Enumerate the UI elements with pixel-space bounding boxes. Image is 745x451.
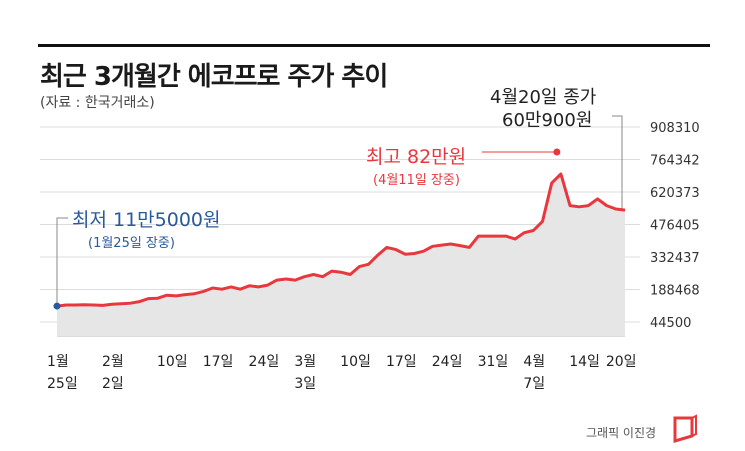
x-tick-label-jan25: 25일 bbox=[47, 376, 78, 392]
price-line bbox=[56, 172, 626, 308]
x-tick-label-mar31: 31일 bbox=[478, 354, 509, 370]
y-tick-label: 476405 bbox=[650, 219, 700, 234]
x-tick-label-jan25: 1월 bbox=[47, 354, 69, 370]
x-tick-label-feb24: 24일 bbox=[249, 354, 280, 370]
x-tick-label-feb17: 17일 bbox=[203, 354, 234, 370]
close-leader bbox=[612, 115, 623, 211]
x-tick-label-mar17: 17일 bbox=[386, 354, 417, 370]
annotation-leaders bbox=[56, 115, 623, 307]
low-label: 최저 11만5000원 bbox=[72, 209, 221, 231]
x-tick-label-mar24: 24일 bbox=[432, 354, 463, 370]
x-tick-label-mar3: 3일 bbox=[294, 376, 316, 392]
x-tick-label-feb10: 10일 bbox=[157, 354, 188, 370]
y-tick-label: 332437 bbox=[650, 251, 700, 266]
y-tick-label: 44500 bbox=[650, 316, 691, 331]
x-tick-label-mar10: 10일 bbox=[340, 354, 371, 370]
y-tick-label: 620373 bbox=[650, 186, 700, 201]
point-markers bbox=[53, 148, 561, 310]
high-label: 최고 82만원 bbox=[366, 146, 466, 168]
high-marker bbox=[553, 148, 561, 156]
y-tick-label: 908310 bbox=[650, 121, 700, 136]
low-marker bbox=[53, 302, 61, 310]
y-axis-ticks: 908310 764342 620373 476405 332437 188468 4450… bbox=[650, 121, 700, 331]
publisher-logo-icon bbox=[673, 414, 697, 444]
annotations: 최저 11만5000원 (1월25일 장중) 최고 82만원 (4월11일 장중… bbox=[72, 87, 596, 251]
low-leader bbox=[56, 217, 68, 307]
y-tick-label: 188468 bbox=[650, 284, 700, 299]
x-tick-label-apr7: 4월 bbox=[523, 354, 545, 370]
x-axis-ticks: 1월 25일 2월 2일 10일 17일 24일 3월 3일 10일 17일 24일 31일 4월 7일 14… bbox=[47, 354, 637, 392]
x-tick-label-apr7: 7일 bbox=[523, 376, 545, 392]
graphic-credit: 그래픽 이진경 bbox=[586, 426, 657, 440]
x-tick-label-apr14: 14일 bbox=[569, 354, 600, 370]
price-area bbox=[57, 174, 625, 336]
close-label-line2: 60만900원 bbox=[502, 110, 592, 131]
high-sublabel: (4월11일 장중) bbox=[373, 173, 460, 188]
x-tick-label-feb2: 2일 bbox=[102, 376, 124, 392]
x-tick-label-feb2: 2월 bbox=[102, 354, 124, 370]
y-tick-label: 764342 bbox=[650, 154, 700, 169]
x-tick-label-mar3: 3월 bbox=[294, 354, 316, 370]
chart-title: 최근 3개월간 에코프로 주가 추이 bbox=[40, 62, 388, 92]
x-tick-label-apr20: 20일 bbox=[606, 354, 637, 370]
close-label-line1: 4월20일 종가 bbox=[490, 87, 596, 108]
chart-source: (자료 : 한국거래소) bbox=[40, 95, 155, 111]
top-rule bbox=[38, 44, 710, 47]
low-sublabel: (1월25일 장중) bbox=[88, 236, 175, 251]
